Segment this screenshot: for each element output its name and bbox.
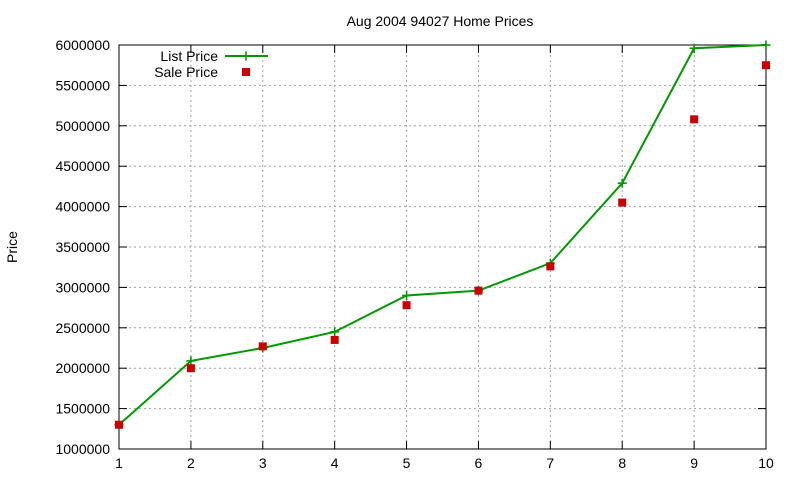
- axis-ticks: 1000000150000020000002500000300000035000…: [55, 37, 774, 471]
- list-price-point: [186, 356, 196, 366]
- sale-price-point: [618, 198, 627, 207]
- y-tick-label: 5500000: [55, 77, 110, 93]
- plot-border: [118, 44, 767, 450]
- x-tick-label: 4: [331, 455, 339, 471]
- sale-price-point: [330, 335, 339, 344]
- chart-title: Aug 2004 94027 Home Prices: [347, 13, 534, 29]
- sale-price-point: [186, 364, 195, 373]
- series-sale-price: [115, 61, 770, 429]
- sale-price-point: [474, 286, 483, 295]
- list-price-point: [617, 178, 627, 188]
- sale-price-point: [258, 342, 267, 351]
- legend-label: Sale Price: [154, 64, 218, 80]
- y-tick-label: 6000000: [55, 37, 110, 53]
- x-tick-label: 2: [187, 455, 195, 471]
- sale-price-point: [690, 115, 699, 124]
- x-tick-label: 7: [546, 455, 554, 471]
- sale-price-point: [546, 262, 555, 271]
- x-tick-label: 5: [403, 455, 411, 471]
- y-tick-label: 4500000: [55, 158, 110, 174]
- legend-swatch-marker: [241, 51, 251, 61]
- y-axis-label: Price: [4, 231, 20, 263]
- legend-swatch-marker: [242, 68, 250, 76]
- x-tick-label: 8: [618, 455, 626, 471]
- sale-price-point: [762, 61, 770, 70]
- legend-label: List Price: [160, 48, 218, 64]
- y-tick-label: 1000000: [55, 441, 110, 457]
- grid-lines: [119, 45, 766, 449]
- list-price-line: [118, 44, 767, 426]
- list-price-point: [402, 290, 412, 300]
- y-tick-label: 3000000: [55, 279, 110, 295]
- list-price-point: [330, 327, 340, 337]
- y-tick-label: 2500000: [55, 320, 110, 336]
- x-tick-label: 9: [690, 455, 698, 471]
- x-tick-label: 3: [259, 455, 267, 471]
- y-tick-label: 3500000: [55, 239, 110, 255]
- series: [114, 40, 771, 430]
- x-tick-label: 6: [475, 455, 483, 471]
- y-tick-label: 4000000: [55, 199, 110, 215]
- list-price-point: [761, 40, 771, 50]
- series-list-price: [114, 40, 771, 430]
- x-tick-label: 10: [758, 455, 774, 471]
- y-tick-label: 5000000: [55, 118, 110, 134]
- x-tick-label: 1: [115, 455, 123, 471]
- sale-price-point: [115, 420, 123, 429]
- sale-price-point: [402, 301, 411, 310]
- list-price-point: [689, 43, 699, 53]
- y-tick-label: 1500000: [55, 401, 110, 417]
- y-tick-label: 2000000: [55, 360, 110, 376]
